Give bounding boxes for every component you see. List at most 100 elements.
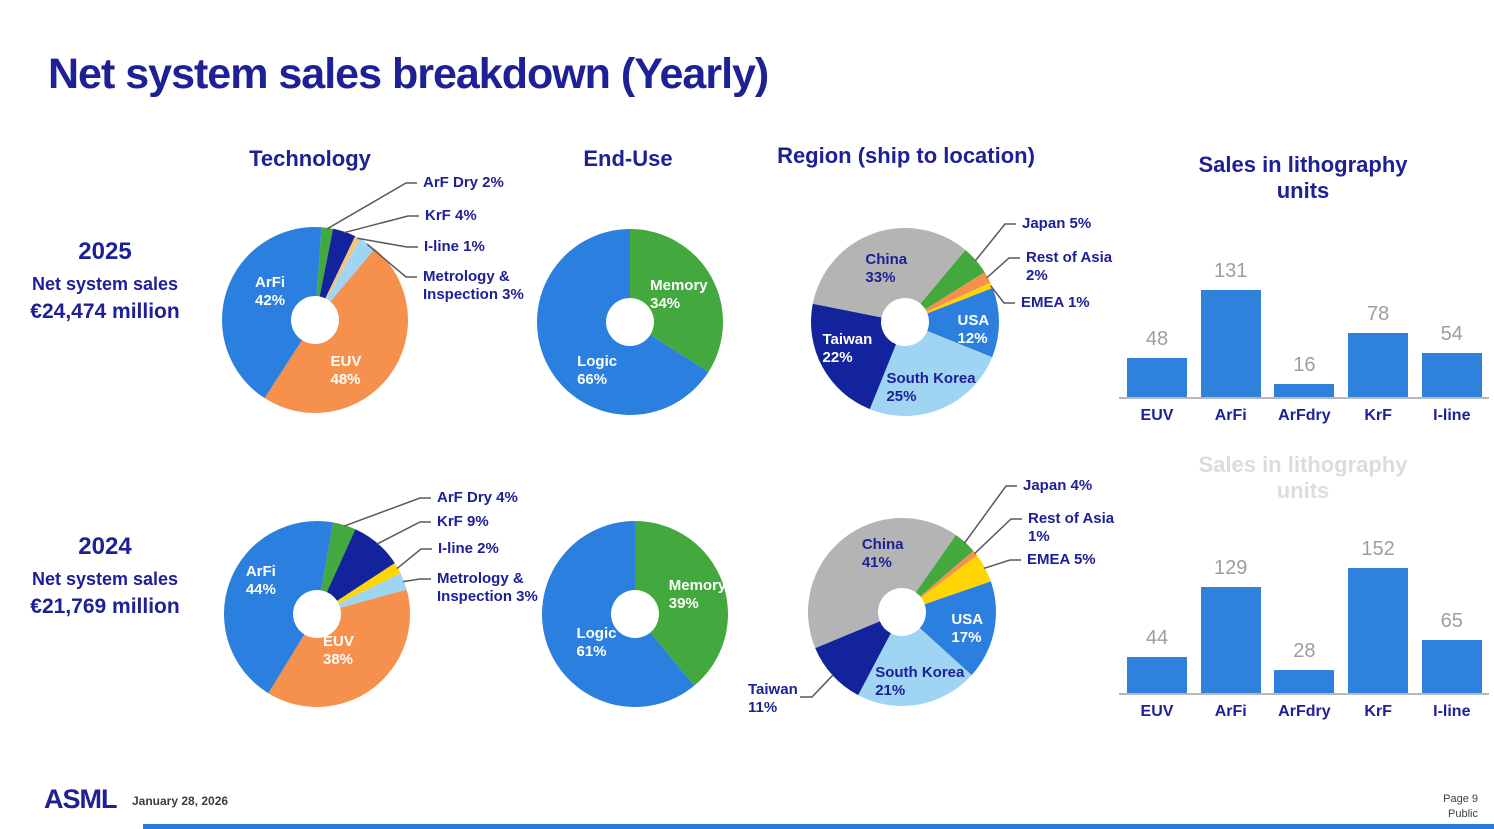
bar-value-litho-2025-i-line: 54 [1440,322,1463,345]
leader-line-technology-2025-arf-dry [326,182,417,230]
callout-label-technology-2025-metrology-inspection: Metrology & Inspection 3% [423,268,524,303]
donut-label-region-2025-usa: USA 12% [957,312,990,348]
bar-category-litho-2024-euv: EUV [1140,703,1174,720]
donut-slice-technology-2024-krf [326,529,395,601]
callout-label-technology-2025-i-line: I-line 1% [424,238,485,255]
ghost-title: Sales in lithography units [1198,452,1408,503]
donut-slice-technology-2024-metrology-inspection [338,573,407,608]
donut-slice-technology-2025-arf-dry [316,227,334,297]
donut-slice-region-2025-japan [920,249,985,310]
leader-line-region-2024-japan [963,485,1017,544]
page-title: Net system sales breakdown (Yearly) [48,50,769,98]
callout-label-region-2024-rest-of-asia: Rest of Asia 1% [1028,510,1115,545]
bar-category-litho-2024-arfi: ArFi [1214,703,1247,720]
donut-slice-technology-2024-euv [268,589,411,708]
callout-label-technology-2025-krf: KrF 4% [425,207,477,224]
donut-slice-technology-2025-arfi [222,227,322,399]
leader-line-technology-2024-i-line [396,548,432,570]
donut-slice-end-use-2025-memory [630,229,723,372]
leader-line-region-2024-rest-of-asia [973,518,1022,555]
bar-litho-2024-i-line [1421,639,1482,693]
donut-label-region-2025-taiwan: Taiwan 22% [822,330,873,366]
net-sales-value: €21,769 million [30,595,180,618]
leader-line-region-2024-taiwan [800,674,834,698]
bar-value-litho-2024-i-line: 65 [1440,609,1463,632]
bar-litho-2024-arfi [1200,587,1261,693]
bar-value-litho-2024-krf: 152 [1361,538,1395,561]
x-axis-litho-2024 [1119,693,1489,695]
donut-label-technology-2025-euv: EUV 48% [330,353,362,389]
donut-label-technology-2024-euv: EUV 38% [323,632,354,668]
donut-slice-technology-2024-i-line [337,563,401,604]
leader-line-technology-2025-krf [343,215,419,234]
callout-label-region-2025-japan: Japan 5% [1022,215,1092,232]
donut-slice-region-2025-china [812,227,966,318]
callout-label-technology-2024-arf-dry: ArF Dry 4% [437,489,518,506]
leader-line-region-2025-emea [990,285,1015,304]
donut-slice-region-2025-rest-of-asia [925,272,991,312]
bar-litho-2024-arfdry [1274,670,1335,693]
donut-slice-end-use-2024-logic [542,521,695,707]
callout-label-region-2024-emea: EMEA 5% [1027,551,1096,568]
asml-logo: ASML [44,784,117,814]
net-sales-value: €24,474 million [30,300,180,323]
donut-label-region-2024-china: China 41% [861,536,904,572]
bar-litho-2024-krf [1348,568,1409,693]
donut-label-region-2025-china: China 33% [865,250,908,286]
callout-label-technology-2024-i-line: I-line 2% [438,540,499,557]
donut-slice-region-2024-taiwan [815,621,891,696]
bar-value-litho-2025-arfi: 131 [1214,259,1248,282]
bar-category-litho-2025-arfdry: ArFdry [1278,407,1331,424]
donut-slice-technology-2025-i-line [325,236,361,300]
donut-slice-technology-2024-arfi [223,520,334,694]
column-title-region: Region (ship to location) [777,143,1035,168]
bar-category-litho-2024-i-line: I-line [1433,703,1471,720]
donut-slice-region-2025-south-korea [869,330,993,417]
donut-label-technology-2025-arfi: ArFi 42% [255,274,286,310]
callout-label-region-2024-japan: Japan 4% [1023,477,1093,494]
bar-category-litho-2025-euv: EUV [1140,407,1174,424]
donut-label-end-use-2024-memory: Memory 39% [668,577,727,613]
bar-litho-2025-euv [1127,357,1187,397]
donut-label-end-use-2025-memory: Memory 34% [650,277,708,313]
donut-label-technology-2024-arfi: ArFi 44% [245,563,276,599]
donut-label-end-use-2025-logic: Logic 66% [577,352,618,388]
bar-value-litho-2025-arfdry: 16 [1293,353,1316,376]
donut-slice-region-2025-taiwan [810,303,897,410]
donut-slice-region-2024-japan [915,535,974,597]
callout-label-technology-2025-arf-dry: ArF Dry 2% [423,174,504,191]
donut-slice-technology-2024-arf-dry [321,522,356,593]
column-title-litho-units: Sales in lithography units [1198,152,1408,203]
donut-slice-end-use-2024-memory [635,521,729,686]
donut-label-region-2025-south-korea: South Korea 25% [886,369,976,405]
bar-value-litho-2024-arfi: 129 [1214,557,1248,580]
column-title-end-use: End-Use [583,146,673,171]
year-label: 2025 [78,238,132,265]
donut-slice-technology-2025-euv [264,248,408,413]
donut-slice-technology-2025-krf [319,228,356,299]
callout-label-technology-2024-krf: KrF 9% [437,513,489,530]
donut-slice-region-2024-china [808,517,956,649]
bar-litho-2024-euv [1127,656,1187,693]
bar-litho-2025-krf [1348,333,1409,397]
leader-line-region-2025-rest-of-asia [986,257,1020,279]
donut-slice-technology-2025-metrology-inspection [326,238,375,302]
net-sales-label: Net system sales [31,274,179,294]
callout-label-region-2025-rest-of-asia: Rest of Asia 2% [1026,249,1113,284]
donut-label-end-use-2024-logic: Logic 61% [576,624,617,660]
donut-slice-region-2024-usa [919,581,997,676]
donut-slice-region-2024-rest-of-asia [920,550,978,598]
footer-classification: Public [1448,808,1478,820]
bar-category-litho-2024-krf: KrF [1364,703,1392,720]
donut-slice-region-2025-usa [927,288,1000,358]
bar-value-litho-2024-euv: 44 [1145,626,1169,649]
bar-value-litho-2024-arfdry: 28 [1293,640,1316,663]
bar-value-litho-2025-krf: 78 [1366,303,1390,326]
bar-category-litho-2024-arfdry: ArFdry [1278,703,1331,720]
callout-label-technology-2024-metrology-inspection: Metrology & Inspection 3% [437,570,538,605]
x-axis-litho-2025 [1119,397,1489,399]
leader-line-technology-2024-arf-dry [343,497,431,527]
footer-accent-bar [143,824,1494,829]
bar-litho-2025-arfi [1200,289,1261,397]
